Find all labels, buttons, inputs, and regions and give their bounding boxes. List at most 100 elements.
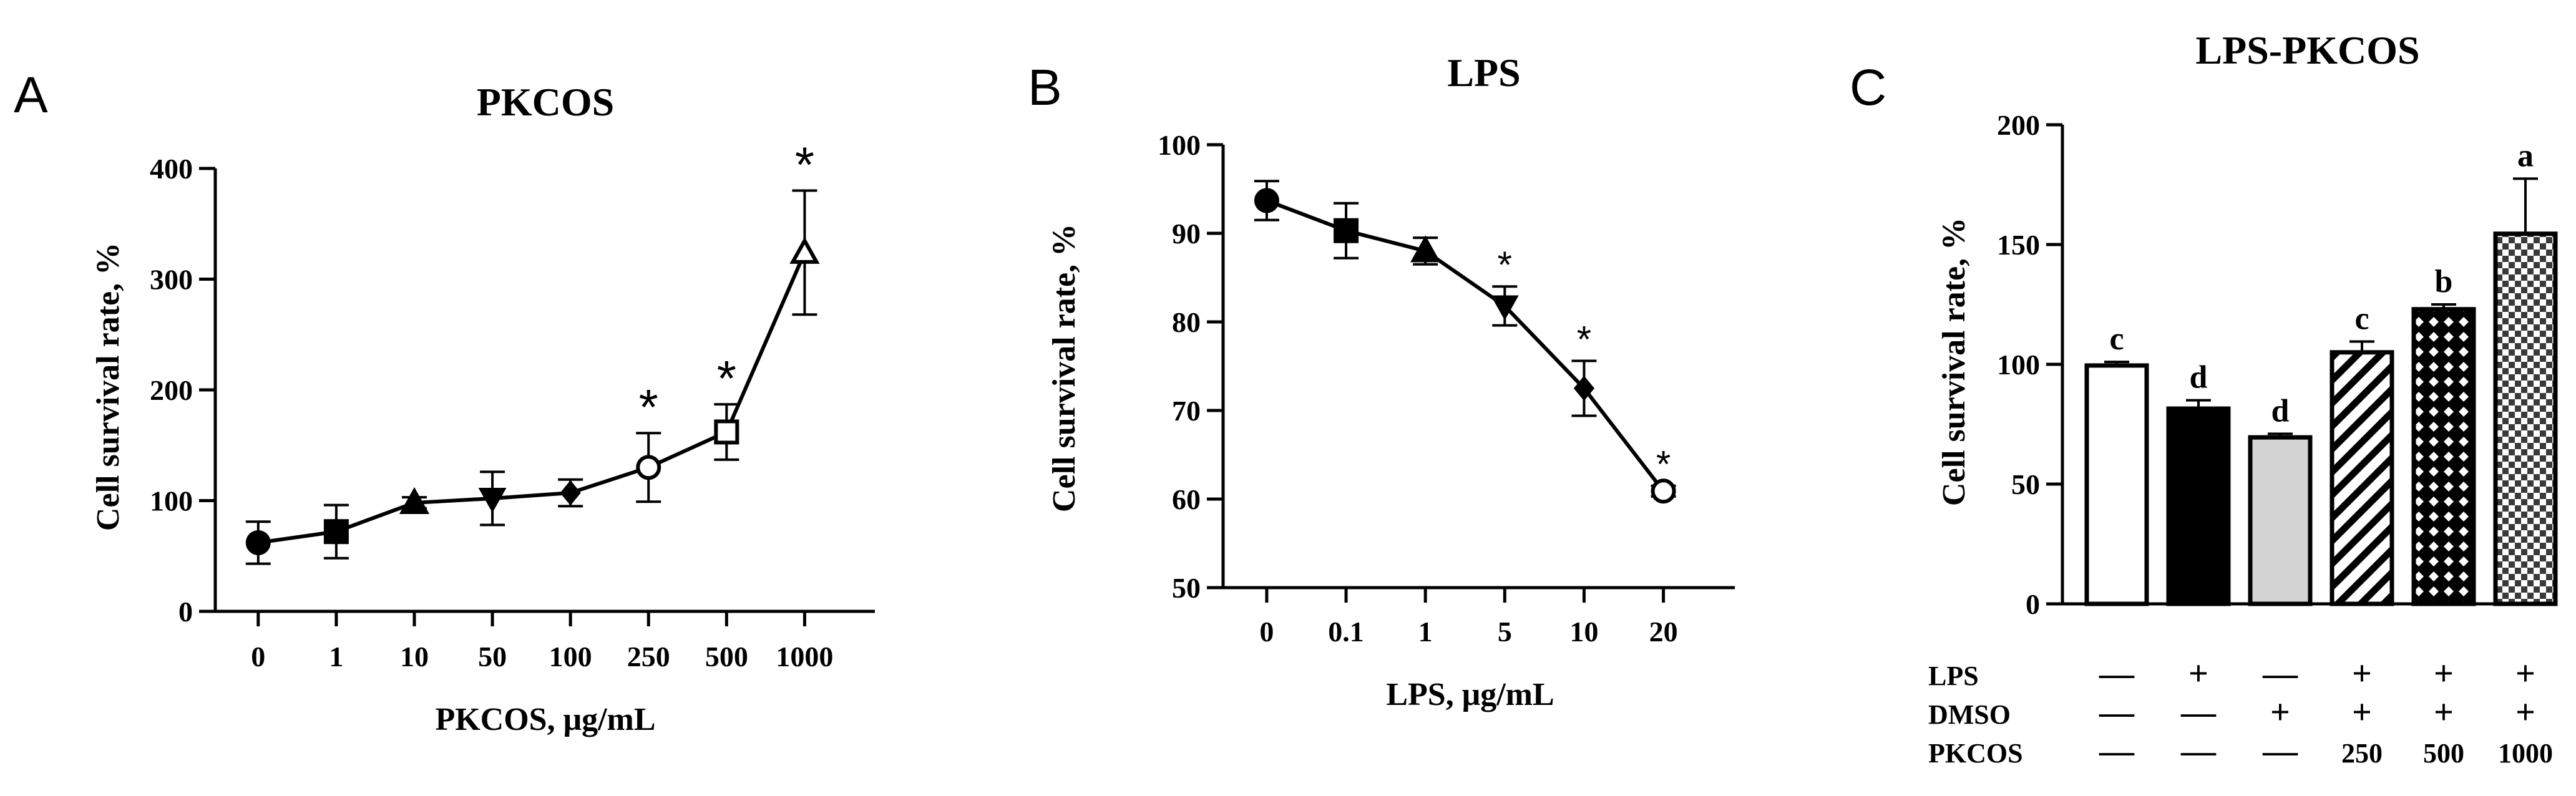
- panel-b-y-axis-label: Cell survival rate, %: [1046, 224, 1082, 512]
- panel-letter-c: C: [1850, 59, 1886, 116]
- panel-a-chart: PKCOS Cell survival rate, % PKCOS, μg/mL…: [90, 80, 875, 737]
- panel-c-treatment-cell: +: [2434, 693, 2454, 732]
- panel-a-x-tick-label: 50: [478, 641, 507, 672]
- panel-a-significance-marker: *: [717, 351, 736, 406]
- panel-c-treatment-cell: —: [2262, 654, 2298, 693]
- panel-b-data-point: [1410, 235, 1441, 263]
- panel-c-treatment-cell: +: [2434, 654, 2454, 693]
- panel-c-significance-letter: b: [2435, 264, 2453, 299]
- panel-c-treatment-cell: +: [2352, 693, 2372, 732]
- panel-a-x-tick-label: 100: [549, 641, 592, 672]
- panel-c-treatment-cell: +: [2270, 693, 2290, 732]
- panel-b-y-tick-label: 80: [1172, 306, 1201, 338]
- panel-a-series-line: [258, 251, 807, 545]
- panel-c-significance-letter: c: [2354, 301, 2369, 337]
- panel-c-significance-letter: d: [2190, 360, 2208, 396]
- panel-c-treatment-cell: 500: [2423, 738, 2464, 769]
- panel-c-treatment-row-label: DMSO: [1928, 699, 2011, 730]
- panel-a-significance-marker: *: [795, 137, 814, 193]
- panel-a-x-tick-label: 1: [329, 641, 343, 672]
- panel-b-y-tick-label: 60: [1172, 483, 1201, 515]
- panel-a-x-tick-label: 500: [705, 641, 748, 672]
- panel-c-chart: LPS-PKCOS Cell survival rate, % 0 50 100 15…: [1928, 28, 2558, 770]
- panel-c-y-tick-label: 200: [1997, 109, 2040, 141]
- panel-a-title: PKCOS: [477, 80, 614, 124]
- panel-c-treatment-cell: —: [2099, 654, 2135, 693]
- panel-c-treatment-cell: +: [2188, 654, 2208, 693]
- panel-a-x-tick-label: 1000: [776, 641, 833, 672]
- panel-a-significance-marker: *: [639, 379, 658, 435]
- panel-b-x-tick-label: 10: [1569, 616, 1598, 648]
- panel-b-x-tick-label: 5: [1498, 616, 1512, 648]
- panel-c-treatment-row-label: LPS: [1928, 661, 1979, 691]
- panel-c-treatment-cell: 1000: [2498, 738, 2553, 769]
- panel-b-y-tick-label: 90: [1172, 218, 1201, 250]
- panel-a-y-tick-label: 300: [150, 264, 193, 296]
- panel-b-significance-marker: *: [1656, 444, 1671, 485]
- panel-c-treatment-cell: —: [2099, 693, 2135, 732]
- panel-c-y-tick-label: 0: [2026, 588, 2040, 620]
- panel-a-x-tick-label: 10: [400, 641, 429, 672]
- panel-a-data-point: [789, 236, 820, 264]
- panel-b-x-tick-label: 0: [1259, 616, 1274, 648]
- panel-b-y-tick-label: 70: [1172, 395, 1201, 427]
- panel-b-data-point: [1573, 376, 1595, 401]
- panel-b-x-tick-label: 1: [1418, 616, 1433, 648]
- panel-a-y-tick-label: 200: [150, 374, 193, 406]
- panel-b-data-point: [1490, 295, 1519, 321]
- panel-c-treatment-cell: +: [2352, 654, 2372, 693]
- panel-c-significance-letter: c: [2109, 321, 2124, 357]
- panel-a-data-point: [636, 455, 661, 480]
- panel-c-treatment-cell: 250: [2341, 738, 2383, 769]
- panel-a-x-axis-label: PKCOS, μg/mL: [435, 702, 655, 737]
- panel-c-treatment-cell: —: [2099, 732, 2135, 770]
- panel-a-y-axis-label: Cell survival rate, %: [90, 243, 126, 531]
- panel-c-bar: [2330, 350, 2394, 606]
- panel-c-treatment-cell: +: [2515, 693, 2535, 732]
- panel-c-treatment-cell: —: [2180, 732, 2217, 770]
- panel-a-data-point: [714, 419, 739, 445]
- panel-b-y-tick-label: 100: [1158, 129, 1201, 161]
- panel-b-series-line: [1266, 198, 1665, 493]
- panel-c-y-tick-label: 100: [1997, 349, 2040, 381]
- panel-a-y-tick-label: 100: [150, 485, 193, 517]
- panel-c-significance-letter: a: [2517, 138, 2534, 173]
- panel-a-data-point: [560, 480, 581, 506]
- panel-b-y-tick-label: 50: [1172, 572, 1201, 604]
- panel-a-data-point: [245, 530, 271, 555]
- panel-c-bar: [2166, 406, 2231, 606]
- panel-b-x-axis-label: LPS, μg/mL: [1386, 677, 1554, 712]
- panel-c-treatment-cell: —: [2180, 693, 2217, 732]
- panel-c-bar: [2248, 435, 2313, 606]
- panel-letter-a: A: [14, 67, 48, 124]
- panel-b-data-point: [1651, 478, 1676, 504]
- panel-b-data-point: [1334, 218, 1359, 243]
- panel-b-chart: LPS Cell survival rate, % LPS, μg/mL 506…: [1046, 51, 1735, 712]
- panel-c-bar: [2411, 307, 2476, 606]
- panel-c-y-tick-label: 50: [2011, 468, 2040, 500]
- panel-c-y-axis-label: Cell survival rate, %: [1936, 218, 1972, 506]
- panel-a-data-point: [399, 487, 430, 515]
- panel-c-y-tick-label: 150: [1997, 229, 2040, 261]
- panel-a-x-tick-label: 0: [251, 641, 265, 672]
- panel-b-significance-marker: *: [1577, 318, 1591, 360]
- panel-a-data-point: [323, 519, 349, 545]
- panel-c-bar: [2493, 231, 2558, 606]
- panel-b-x-tick-label: 20: [1649, 616, 1678, 648]
- panel-a-y-tick-label: 0: [178, 596, 193, 628]
- panel-letter-b: B: [1028, 59, 1062, 116]
- panel-c-treatment-row-label: PKCOS: [1928, 738, 2023, 769]
- panel-b-x-tick-label: 0.1: [1328, 616, 1364, 648]
- panel-a-x-tick-label: 250: [627, 641, 670, 672]
- panel-b-title: LPS: [1447, 51, 1520, 95]
- panel-b-significance-marker: *: [1498, 244, 1512, 286]
- panel-c-significance-letter: d: [2271, 393, 2290, 429]
- panel-c-treatment-cell: +: [2515, 654, 2535, 693]
- panel-b-data-point: [1254, 188, 1279, 213]
- panel-c-bar: [2084, 363, 2149, 606]
- panel-c-treatment-cell: —: [2262, 732, 2298, 770]
- panel-c-title: LPS-PKCOS: [2195, 28, 2419, 72]
- panel-a-data-point: [478, 487, 507, 513]
- panel-a-y-tick-label: 400: [150, 153, 193, 185]
